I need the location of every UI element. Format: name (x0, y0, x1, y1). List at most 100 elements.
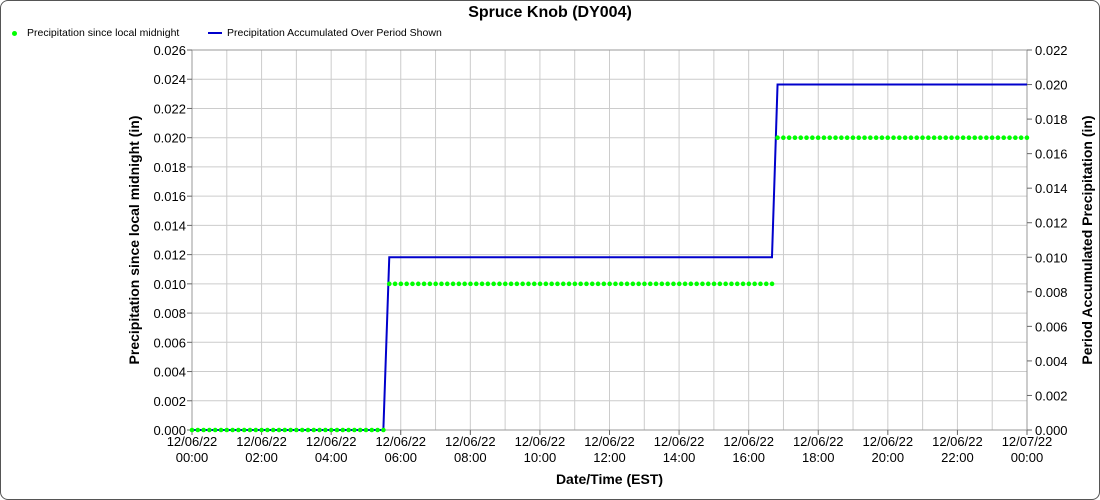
data-point-daily (636, 281, 641, 287)
data-point-daily (543, 281, 549, 287)
data-point-daily (827, 135, 833, 140)
data-point-daily (902, 135, 908, 140)
data-point-daily (241, 427, 247, 433)
data-point-daily (340, 427, 346, 433)
y-tick-label-left: 0.012 (153, 248, 186, 263)
data-point-daily (328, 427, 334, 433)
x-tick-label-date: 12/06/22 (445, 434, 496, 449)
data-point-daily (531, 281, 537, 287)
data-point-daily (317, 427, 322, 433)
y-tick-label-left: 0.026 (153, 43, 186, 58)
data-point-daily (601, 281, 607, 287)
x-tick-label-date: 12/06/22 (932, 434, 983, 449)
data-point-daily (491, 281, 496, 287)
data-point-daily (792, 135, 798, 140)
data-point-daily (746, 281, 752, 287)
data-point-daily (920, 135, 925, 140)
data-point-daily (717, 281, 723, 287)
data-point-daily (502, 281, 508, 287)
data-point-daily (786, 135, 792, 140)
data-point-daily (700, 281, 705, 287)
y-tick-label-right: 0.006 (1035, 319, 1068, 334)
data-point-daily (624, 281, 630, 287)
data-point-daily (462, 281, 467, 287)
data-point-daily (729, 281, 734, 287)
data-point-daily (914, 135, 920, 140)
x-tick-label-date: 12/06/22 (167, 434, 218, 449)
data-point-daily (775, 135, 780, 140)
data-point-daily (375, 427, 380, 433)
data-point-daily (352, 427, 357, 433)
data-point-daily (311, 427, 317, 433)
x-tick-label-date: 12/06/22 (375, 434, 426, 449)
data-point-daily (421, 281, 427, 287)
data-point-daily (526, 281, 531, 287)
data-point-daily (1001, 135, 1007, 140)
data-point-daily (613, 281, 618, 287)
y-tick-label-left: 0.014 (153, 218, 186, 233)
x-tick-label-time: 20:00 (872, 450, 905, 465)
data-point-daily (357, 427, 363, 433)
data-point-daily (323, 427, 328, 433)
data-point-daily (398, 281, 404, 287)
x-tick-label-time: 12:00 (593, 450, 626, 465)
data-point-daily (642, 281, 647, 287)
data-point-daily (305, 427, 311, 433)
y-tick-label-left: 0.024 (153, 72, 186, 87)
data-point-daily (671, 281, 676, 287)
data-point-daily (833, 135, 838, 140)
data-point-daily (566, 281, 572, 287)
y-tick-label-left: 0.022 (153, 101, 186, 116)
data-point-daily (688, 281, 694, 287)
y-tick-label-left: 0.016 (153, 189, 186, 204)
x-tick-label-date: 12/06/22 (515, 434, 566, 449)
y-axis-title-left: Precipitation since local midnight (in) (126, 116, 142, 365)
y-tick-label-left: 0.002 (153, 394, 186, 409)
data-point-daily (908, 135, 914, 140)
data-point-daily (247, 427, 253, 433)
legend-line-icon (208, 32, 222, 34)
x-tick-label-date: 12/06/22 (723, 434, 774, 449)
data-point-daily (410, 281, 415, 287)
data-point-daily (995, 135, 1001, 140)
data-point-daily (856, 135, 862, 140)
legend-label-daily: Precipitation since local midnight (27, 27, 180, 39)
data-point-daily (288, 427, 293, 433)
data-point-daily (723, 281, 728, 287)
data-point-daily (758, 281, 763, 287)
data-point-daily (734, 281, 740, 287)
x-tick-label-date: 12/06/22 (236, 434, 287, 449)
data-point-daily (815, 135, 821, 140)
y-tick-label-right: 0.014 (1035, 181, 1068, 196)
data-point-daily (444, 281, 450, 287)
data-point-daily (781, 135, 786, 140)
data-point-daily (647, 281, 653, 287)
data-point-daily (381, 427, 386, 433)
data-point-daily (450, 281, 456, 287)
x-tick-label-date: 12/06/22 (793, 434, 844, 449)
data-point-daily (404, 281, 409, 287)
data-point-daily (456, 281, 462, 287)
data-point-daily (885, 135, 891, 140)
data-point-daily (485, 281, 491, 287)
data-point-daily (415, 281, 421, 287)
data-point-daily (966, 135, 972, 140)
y-tick-label-right: 0.018 (1035, 112, 1068, 127)
data-point-daily (937, 135, 943, 140)
data-point-daily (479, 281, 485, 287)
data-point-daily (804, 135, 809, 140)
x-tick-label-date: 12/06/22 (863, 434, 914, 449)
data-point-daily (427, 281, 433, 287)
legend-item-daily: Precipitation since local midnight (12, 27, 179, 39)
data-point-daily (473, 281, 479, 287)
data-point-daily (236, 427, 241, 433)
data-point-daily (682, 281, 688, 287)
data-point-daily (369, 427, 375, 433)
data-point-daily (282, 427, 288, 433)
data-point-daily (839, 135, 844, 140)
data-point-daily (578, 281, 583, 287)
data-point-daily (386, 281, 392, 287)
x-tick-label-date: 12/07/22 (1002, 434, 1053, 449)
data-point-daily (705, 281, 711, 287)
